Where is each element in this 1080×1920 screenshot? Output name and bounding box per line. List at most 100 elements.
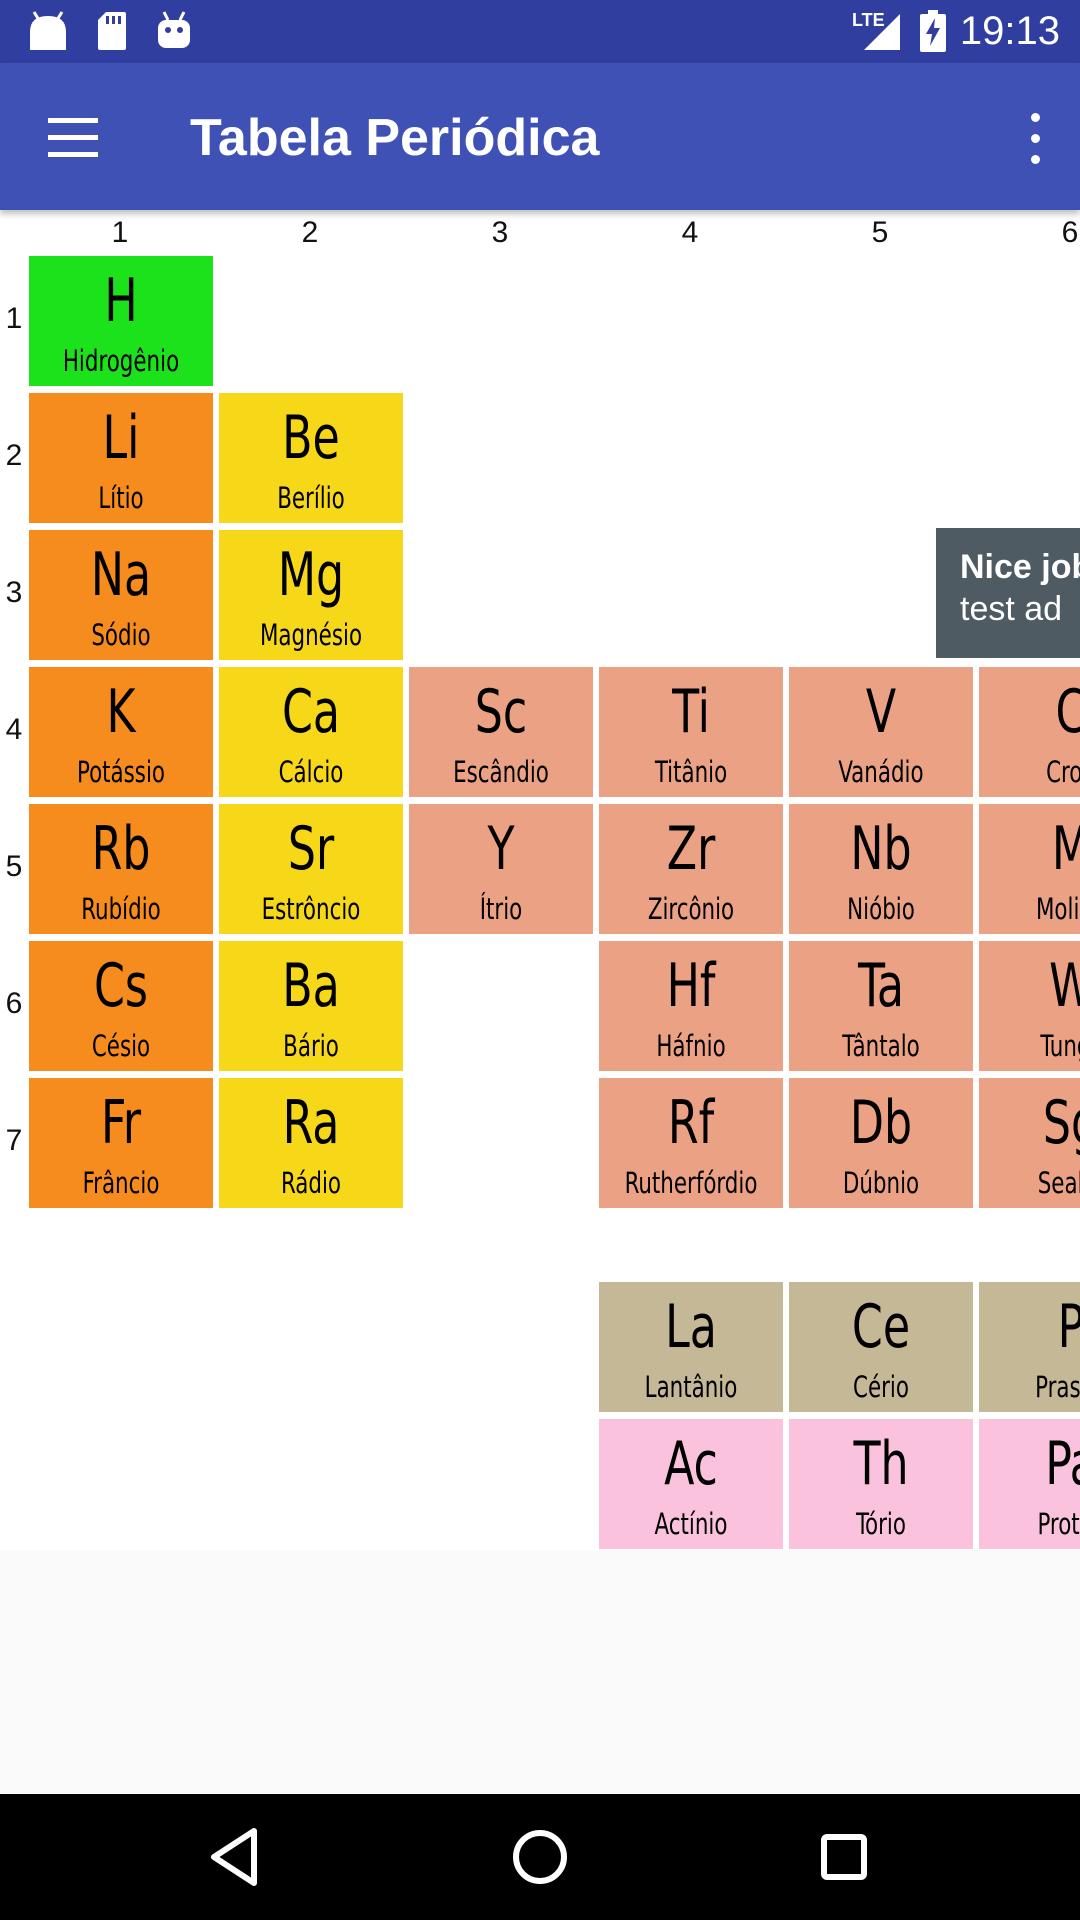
column-number: 4 [681, 216, 699, 249]
element-name: Tungs [1040, 1029, 1080, 1063]
element-cell-ca[interactable]: Ca Cálcio [219, 667, 403, 797]
element-cell-fr[interactable]: Fr Frâncio [29, 1078, 213, 1208]
element-cell-li[interactable]: Li Lítio [29, 393, 213, 523]
periodic-table[interactable]: 1 2 3 4 5 6 1 2 3 4 5 6 7 H Hidrogênio L… [0, 210, 1080, 1550]
element-cell-ta[interactable]: Ta Tântalo [789, 941, 973, 1071]
element-name: Escândio [453, 755, 549, 789]
clock: 19:13 [959, 9, 1060, 53]
element-name: Tântalo [842, 1029, 920, 1063]
element-symbol: Na [90, 540, 152, 610]
element-cell-mo[interactable]: M Molibo [979, 804, 1080, 934]
element-cell-ba[interactable]: Ba Bário [219, 941, 403, 1071]
element-cell-la[interactable]: La Lantânio [599, 1282, 783, 1412]
element-cell-cr[interactable]: C Cron [979, 667, 1080, 797]
navigation-bar [0, 1794, 1080, 1920]
element-cell-sc[interactable]: Sc Escândio [409, 667, 593, 797]
element-symbol: Mg [277, 540, 345, 610]
row-number: 7 [5, 1124, 23, 1157]
element-symbol: Rf [667, 1088, 715, 1158]
element-cell-zr[interactable]: Zr Zircônio [599, 804, 783, 934]
element-name: Rubídio [81, 892, 161, 926]
element-cell-th[interactable]: Th Tório [789, 1419, 973, 1549]
element-cell-ra[interactable]: Ra Rádio [219, 1078, 403, 1208]
element-name: Actínio [654, 1507, 728, 1541]
element-name: Nióbio [847, 892, 915, 926]
element-symbol: Ce [851, 1292, 911, 1362]
element-cell-sr[interactable]: Sr Estrôncio [219, 804, 403, 934]
overflow-menu-button[interactable] [1000, 98, 1070, 178]
back-button[interactable] [196, 1817, 276, 1897]
element-name: Magnésio [259, 618, 363, 652]
element-cell-rf[interactable]: Rf Rutherfórdio [599, 1078, 783, 1208]
element-cell-k[interactable]: K Potássio [29, 667, 213, 797]
element-symbol: V [865, 677, 897, 747]
element-symbol: C [996, 677, 1080, 747]
app-bar: Tabela Periódica [0, 63, 1080, 210]
element-cell-cs[interactable]: Cs Césio [29, 941, 213, 1071]
element-name: Háfnio [656, 1029, 726, 1063]
network-type-label: LTE [852, 10, 885, 30]
element-name: Dúbnio [842, 1166, 920, 1200]
element-symbol: Sr [287, 814, 335, 884]
element-symbol: Y [487, 814, 515, 884]
element-symbol: K [106, 677, 136, 747]
menu-button[interactable] [30, 98, 116, 178]
home-circle-icon [513, 1830, 567, 1884]
element-name: Tório [856, 1507, 906, 1541]
element-cell-ti[interactable]: Ti Titânio [599, 667, 783, 797]
element-name: Seabó [1037, 1166, 1080, 1200]
status-bar: LTE 19:13 [0, 0, 1080, 63]
row-number: 5 [5, 850, 23, 883]
element-name: Zircônio [647, 892, 735, 926]
element-cell-pa[interactable]: Pa Protac [979, 1419, 1080, 1549]
home-button[interactable] [500, 1817, 580, 1897]
element-name: Rádio [280, 1166, 342, 1200]
element-symbol: M [996, 814, 1080, 884]
element-symbol: Nb [850, 814, 912, 884]
element-symbol: Ba [282, 951, 340, 1021]
column-number: 3 [491, 216, 509, 249]
column-number: 5 [871, 216, 889, 249]
element-symbol: La [665, 1292, 717, 1362]
recents-button[interactable] [804, 1817, 884, 1897]
test-ad-banner[interactable]: Nice job test ad [936, 528, 1080, 658]
element-name: Berílio [277, 481, 345, 515]
element-cell-pr[interactable]: P Praseo [979, 1282, 1080, 1412]
column-number: 6 [1061, 216, 1079, 249]
element-symbol: Rb [91, 814, 151, 884]
battery-charging-icon [920, 10, 946, 52]
element-cell-ac[interactable]: Ac Actínio [599, 1419, 783, 1549]
element-cell-sg[interactable]: Sg Seabó [979, 1078, 1080, 1208]
element-cell-ce[interactable]: Ce Cério [789, 1282, 973, 1412]
element-symbol: Ra [282, 1088, 340, 1158]
element-cell-rb[interactable]: Rb Rubídio [29, 804, 213, 934]
sd-card-icon [98, 12, 126, 50]
element-cell-hf[interactable]: Hf Háfnio [599, 941, 783, 1071]
element-name: Cálcio [278, 755, 344, 789]
element-cell-y[interactable]: Y Ítrio [409, 804, 593, 934]
ad-title: Nice job [960, 548, 1080, 586]
element-cell-nb[interactable]: Nb Nióbio [789, 804, 973, 934]
element-cell-be[interactable]: Be Berílio [219, 393, 403, 523]
element-cell-mg[interactable]: Mg Magnésio [219, 530, 403, 660]
element-symbol: Ti [672, 677, 710, 747]
element-symbol: Th [853, 1429, 909, 1499]
element-name: Molibo [1035, 892, 1080, 926]
element-name: Ítrio [479, 892, 523, 926]
element-symbol: Be [282, 403, 340, 473]
element-symbol: Db [849, 1088, 913, 1158]
element-name: Cron [1046, 755, 1080, 789]
element-cell-db[interactable]: Db Dúbnio [789, 1078, 973, 1208]
element-symbol: Li [102, 403, 140, 473]
element-name: Titânio [654, 755, 728, 789]
element-cell-na[interactable]: Na Sódio [29, 530, 213, 660]
element-name: Vanádio [838, 755, 924, 789]
element-symbol: Sc [474, 677, 528, 747]
element-symbol: P [996, 1292, 1080, 1362]
element-name: Cério [853, 1370, 909, 1404]
element-cell-v[interactable]: V Vanádio [789, 667, 973, 797]
element-cell-w[interactable]: W Tungs [979, 941, 1080, 1071]
element-name: Rutherfórdio [624, 1166, 758, 1200]
element-name: Protac [1037, 1507, 1080, 1541]
element-cell-h[interactable]: H Hidrogênio [29, 256, 213, 386]
